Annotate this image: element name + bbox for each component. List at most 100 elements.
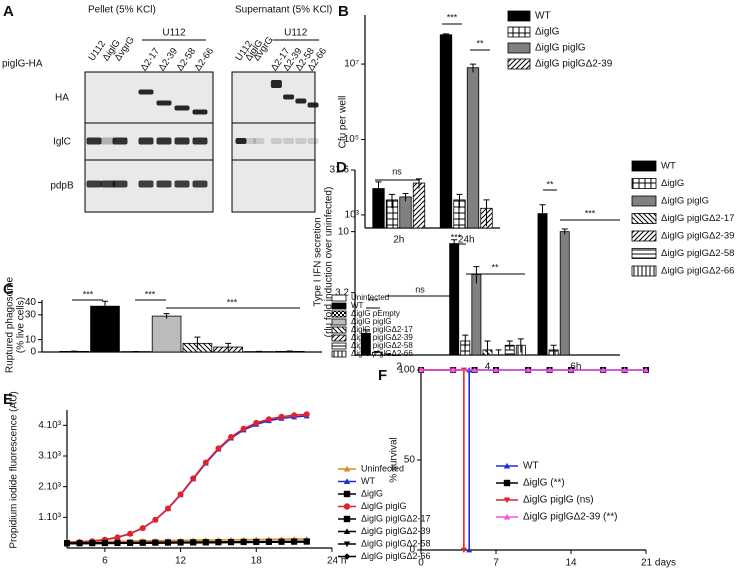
legend-swatch (508, 59, 530, 69)
y-axis-label: Ruptured phagosome (5, 276, 16, 373)
legend-label: ΔiglG (661, 178, 684, 189)
y-tick-label: 31.6 (330, 165, 350, 176)
blot-band (175, 138, 190, 145)
panel-letter: F (378, 367, 387, 384)
marker (344, 491, 350, 497)
marker (344, 516, 350, 522)
annotation: ns (392, 166, 402, 176)
blot-band (283, 95, 294, 100)
y-tick-label: 2.10³ (38, 481, 61, 492)
blot-band (139, 90, 154, 95)
construct-label: piglG-HA (2, 59, 43, 70)
panel-letter: A (3, 3, 14, 20)
legend-label: ΔiglG piglGΔ2-39 (361, 526, 431, 536)
legend-label: ΔiglG piglGΔ2-39 (535, 59, 613, 70)
legend-label: ΔiglG piglGΔ2-17 (661, 213, 734, 224)
y-tick-label: 100 (398, 365, 415, 376)
legend-label: ΔiglG piglGΔ2-17 (361, 513, 431, 523)
y-tick-label: 40 (25, 297, 37, 308)
marker (504, 480, 510, 486)
x-tick-label: 2h (393, 235, 404, 246)
y-axis-label: (rlu fold induction over uninfected) (324, 187, 335, 338)
bar (472, 274, 481, 355)
error-bar (496, 350, 502, 355)
annotation: ** (476, 38, 484, 48)
blot-band (175, 106, 190, 111)
legend-swatch (332, 343, 346, 349)
legend-label: ΔiglG piglG (661, 196, 709, 207)
legend-swatch (632, 161, 656, 171)
marker (253, 420, 259, 426)
legend-label: ΔiglG piglGΔ2-39 (661, 231, 734, 242)
blot-band (253, 138, 264, 144)
y-tick-label: 4.10³ (38, 420, 61, 431)
legend-label: ΔiglG piglG (ns) (523, 495, 594, 506)
legend-label: ΔiglG piglGΔ2-66 (351, 349, 413, 358)
legend-swatch (632, 266, 656, 276)
y-tick-label: 3.2 (335, 287, 349, 298)
blot-band (193, 138, 208, 145)
marker (203, 459, 209, 465)
blot-band (236, 138, 247, 144)
legend-label: ΔiglG (**) (523, 478, 565, 489)
blot-band (295, 99, 306, 104)
marker (228, 434, 234, 440)
y-axis-label: Type I IFN secretion (313, 217, 324, 306)
legend-label: WT (661, 161, 676, 172)
annotation: *** (83, 289, 94, 299)
blot-band (193, 181, 208, 188)
strain-label: U112 (162, 28, 186, 39)
blot-row-label: IglC (53, 137, 71, 148)
blot-row-label: HA (55, 93, 69, 104)
x-tick-label: 21 days (641, 558, 676, 568)
marker (215, 445, 221, 451)
blot-band (139, 138, 154, 145)
bar (560, 232, 569, 355)
series-line (67, 416, 307, 543)
x-tick-label: 7 (493, 558, 499, 568)
lane-label: Δ2-66 (193, 46, 217, 73)
blot-row-label: pdpB (50, 181, 74, 192)
marker (344, 503, 350, 509)
marker (152, 517, 158, 523)
y-tick-label: 10 (338, 226, 350, 237)
marker (178, 491, 184, 497)
legend-swatch (632, 214, 656, 224)
y-tick-label: 0 (409, 545, 415, 556)
y-tick-label: 0 (30, 347, 36, 358)
y-axis-label: % survival (389, 437, 400, 483)
blot-band (308, 103, 319, 108)
series-line (67, 414, 307, 542)
marker (304, 411, 310, 417)
legend-swatch (508, 11, 530, 21)
legend-label: ΔiglG (535, 27, 560, 38)
legend-swatch (632, 196, 656, 206)
legend-swatch (632, 179, 656, 189)
panel-letter: B (338, 3, 349, 20)
marker (127, 531, 133, 537)
annotation: *** (451, 232, 462, 242)
legend-swatch (508, 43, 530, 53)
y-tick-label: 30 (25, 309, 37, 320)
marker (114, 534, 120, 540)
legend-swatch (332, 351, 346, 357)
blot-group-title: Supernatant (5% KCl) (235, 5, 332, 16)
y-axis-label: Propidium iodide fluorescence (AU) (9, 391, 20, 548)
annotation: *** (227, 297, 238, 307)
marker (165, 505, 171, 511)
blot-band (157, 138, 172, 145)
legend-label: WT (535, 11, 551, 22)
blot-band (271, 80, 282, 88)
blot-band (271, 138, 282, 144)
blot-band (139, 181, 154, 188)
bar (152, 316, 181, 352)
annotation: *** (145, 289, 156, 299)
legend-label: ΔiglG piglG (361, 501, 407, 511)
x-tick-label: 6 (102, 556, 108, 567)
annotation: *** (447, 12, 458, 22)
marker (140, 525, 146, 531)
x-tick-label: 18 (251, 556, 263, 567)
x-tick-label: 4 (485, 362, 491, 373)
bar (91, 306, 120, 352)
